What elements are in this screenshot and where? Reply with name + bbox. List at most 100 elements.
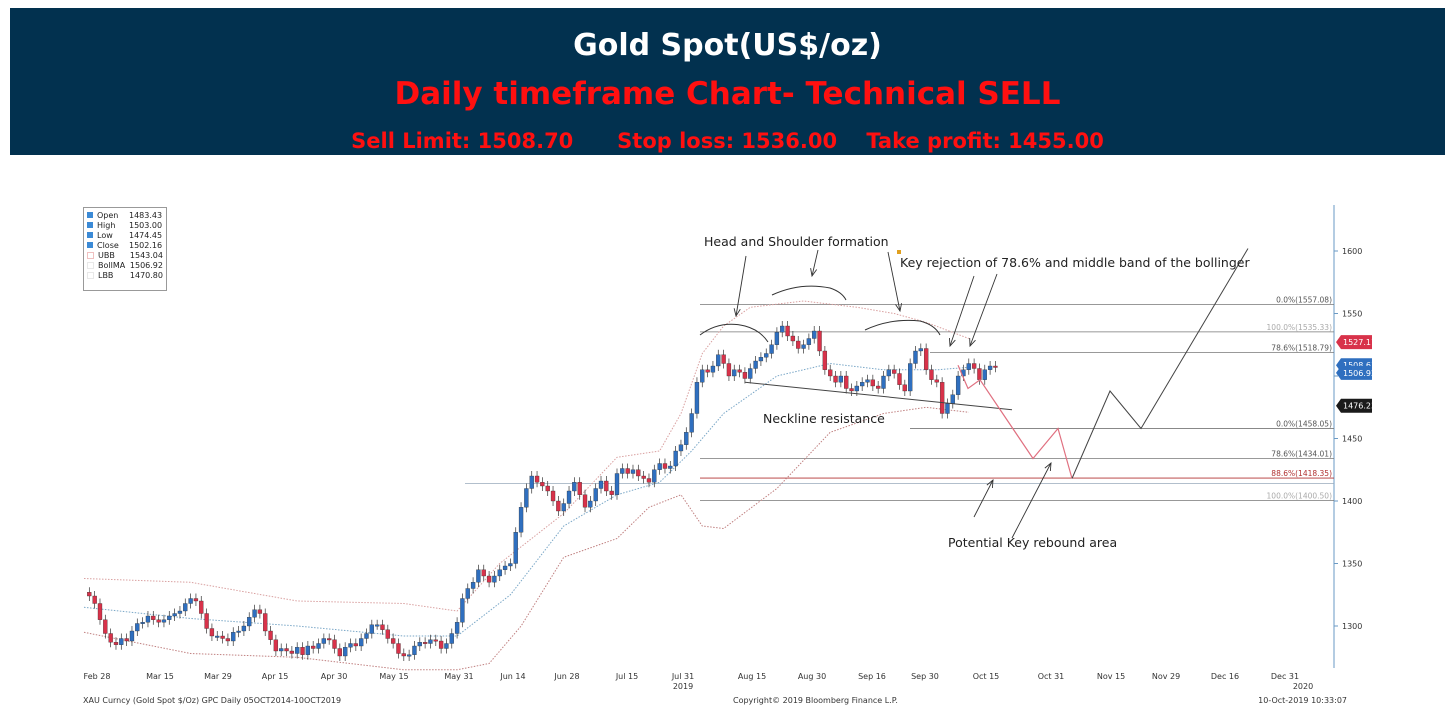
candle-body — [209, 628, 215, 637]
candle-body — [668, 465, 673, 469]
candle-body — [822, 350, 828, 370]
candle-body — [172, 613, 177, 617]
candle-body — [374, 624, 380, 627]
legend-swatch — [87, 212, 93, 218]
candle-body — [204, 613, 209, 629]
x-tick-label: Aug 30 — [798, 672, 826, 681]
key-rejection-annotation: Key rejection of 78.6% and middle band o… — [900, 255, 1250, 270]
candle-body — [124, 638, 129, 642]
arrow-head — [986, 478, 994, 489]
candle-body — [359, 638, 364, 647]
bollinger-middle-band — [83, 362, 969, 637]
legend-label: LBB — [97, 270, 114, 280]
x-tick-label: Mar 29 — [204, 672, 232, 681]
candle-body — [508, 563, 513, 567]
candle-body — [465, 588, 470, 599]
candle-body — [641, 475, 646, 479]
candle-body — [748, 368, 753, 379]
x-tick-label: Oct 31 — [1038, 672, 1065, 681]
candle-body — [678, 444, 684, 452]
candle-body — [987, 365, 993, 370]
x-tick-label: Mar 15 — [146, 672, 174, 681]
candle-body — [876, 385, 881, 389]
candle-body — [497, 569, 502, 577]
x-tick-label: Aug 15 — [738, 672, 766, 681]
candle-body — [412, 645, 417, 655]
footer-copyright: Copyright© 2019 Bloomberg Finance L.P. — [733, 696, 898, 705]
candle-body — [529, 475, 534, 489]
candle-body — [620, 468, 625, 474]
candle-body — [188, 598, 193, 604]
legend-swatch — [87, 232, 93, 238]
candle-body — [726, 363, 732, 377]
legend-item-high: High 1503.00 — [87, 220, 163, 230]
chart-legend: Open 1483.43 High 1503.00 Low 1474.45 Close… — [83, 207, 167, 291]
candle-body — [140, 622, 145, 624]
candle-body — [438, 640, 444, 649]
price-tag-label: 1527.11 — [1343, 338, 1376, 347]
candle-body — [710, 365, 716, 373]
candle-body — [662, 463, 668, 469]
fib-level-label: 100.0%(1535.33) — [1267, 323, 1333, 332]
legend-item-bollma: BollMA 1506.92 — [87, 260, 163, 270]
candle-body — [161, 619, 167, 623]
price-tag-label: 1476.23 — [1343, 402, 1376, 411]
candle-body — [236, 630, 241, 633]
candle-body — [838, 375, 844, 383]
candle-body — [417, 642, 422, 647]
candle-body — [135, 623, 140, 632]
candle-body — [460, 598, 465, 623]
candle-body — [284, 648, 289, 652]
chart-subtitle: Daily timeframe Chart- Technical SELL — [394, 76, 1061, 112]
candle-body — [684, 432, 689, 445]
candle-body — [870, 379, 875, 387]
legend-swatch — [87, 222, 93, 228]
y-tick-label: 1300 — [1342, 622, 1362, 631]
candle-body — [950, 394, 955, 404]
candle-body — [145, 615, 151, 623]
candle-body — [252, 609, 257, 618]
candle-body — [934, 379, 939, 383]
candle-body — [892, 369, 897, 374]
candle-body — [385, 629, 390, 639]
candle-body — [428, 639, 433, 644]
x-tick-label: May 31 — [444, 672, 473, 681]
candle-body — [758, 357, 764, 362]
trade-levels: Sell Limit: 1508.70 Stop loss: 1536.00 T… — [351, 129, 1104, 153]
chart-title: Gold Spot(US$/oz) — [573, 28, 882, 63]
candle-body — [183, 603, 188, 612]
hs-annotation: Head and Shoulder formation — [704, 234, 889, 249]
y-tick-label: 1350 — [1342, 560, 1362, 569]
x-tick-sublabel: 2020 — [1293, 682, 1313, 691]
candle-body — [247, 617, 252, 627]
candle-body — [780, 325, 785, 333]
fib-level-label: 78.6%(1518.79) — [1271, 344, 1332, 353]
candle-body — [593, 488, 598, 502]
candle-body — [348, 643, 353, 648]
candle-body — [534, 475, 540, 483]
legend-value: 1506.92 — [129, 260, 163, 270]
candle-body — [433, 639, 438, 642]
candle-body — [481, 569, 486, 577]
fib-level-label: 0.0%(1557.08) — [1276, 296, 1332, 305]
candle-body — [257, 609, 263, 614]
x-tick-label: Oct 15 — [973, 672, 1000, 681]
candle-body — [860, 382, 865, 387]
fib-level-label: 88.6%(1418.35) — [1271, 469, 1332, 478]
candle-body — [769, 344, 774, 354]
candle-body — [913, 350, 918, 364]
candle-body — [886, 369, 891, 377]
candle-body — [716, 354, 721, 367]
x-tick-label: Apr 30 — [321, 672, 348, 681]
y-tick-label: 1550 — [1342, 310, 1362, 319]
annotation-arrow — [735, 255, 747, 317]
price-tag-label: 1506.92 — [1343, 369, 1376, 378]
candle-body — [545, 485, 550, 492]
candle-body — [369, 624, 374, 634]
candle-body — [577, 482, 582, 495]
candle-body — [327, 638, 332, 641]
projected-rebound-path — [1071, 248, 1249, 479]
footer-source: XAU Curncy (Gold Spot $/Oz) GPC Daily 05… — [83, 696, 342, 705]
candle-body — [929, 369, 934, 380]
right-shoulder-arc — [864, 319, 941, 336]
